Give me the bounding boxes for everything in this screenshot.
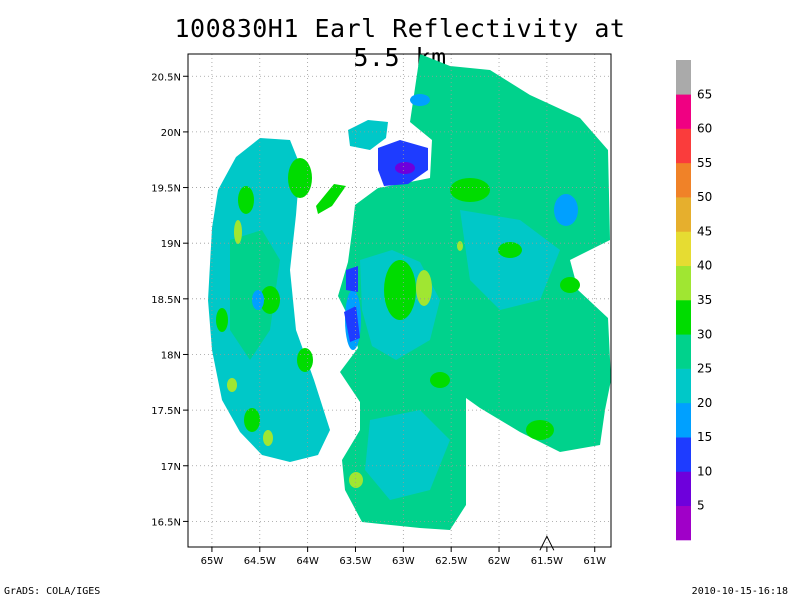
- colorbar-swatch-12: [676, 128, 691, 164]
- strong-echo-cell-12: [498, 242, 522, 258]
- strong-echo-cell-10: [244, 408, 260, 432]
- strong-echo-cell-6: [450, 178, 490, 202]
- strong-echo-cell-3: [216, 308, 228, 332]
- plot-axes: 65W 64.5W 64W 63.5W 63W 62.5W 62W 61.5W 61W 16.5N…: [151, 53, 612, 567]
- colorbar-label-45: 45: [697, 224, 712, 238]
- plot-frame: [187, 53, 612, 548]
- strong-echo-cell-7: [526, 420, 554, 440]
- x-tick-label-1: 65W: [201, 556, 224, 567]
- y-tick-label-4: 18N: [161, 350, 181, 361]
- colorbar-swatch-6: [676, 334, 691, 369]
- echo-region-core: [338, 54, 611, 530]
- reflectivity-field: [208, 54, 611, 530]
- colorbar-label-30: 30: [697, 327, 712, 341]
- colorbar-swatch-5: [676, 368, 691, 404]
- colorbar-swatch-9: [676, 231, 691, 267]
- colorbar-swatch-7: [676, 300, 691, 335]
- colorbar-swatch-1: [676, 505, 691, 541]
- x-tick-label-8: 61.5W: [531, 556, 563, 567]
- minimum-echo-area: [395, 162, 415, 174]
- colorbar-label-35: 35: [697, 293, 712, 307]
- strong-echo-cell-4: [260, 286, 280, 314]
- y-tick-label-2: 17N: [161, 462, 181, 473]
- peak-echo-cell-5: [457, 241, 463, 251]
- strong-echo-cell-8: [560, 277, 580, 293]
- peak-echo-cell-2: [234, 220, 242, 244]
- y-tick-label-1: 16.5N: [151, 517, 181, 528]
- colorbar-label-60: 60: [697, 122, 712, 136]
- gridlines: [188, 54, 611, 547]
- colorbar-label-50: 50: [697, 190, 712, 204]
- echo-region-north-fragment: [348, 120, 388, 150]
- x-tick-label-3: 64W: [296, 556, 319, 567]
- x-tick-label-9: 61W: [583, 556, 606, 567]
- y-tick-label-6: 19N: [161, 239, 181, 250]
- colorbar-swatch-11: [676, 162, 691, 198]
- weak-echo-area-4: [252, 290, 264, 310]
- echo-region-secondary: [460, 210, 560, 310]
- x-tick-label-4: 63.5W: [339, 556, 371, 567]
- colorbar-swatch-3: [676, 437, 691, 472]
- x-tick-label-7: 62W: [488, 556, 511, 567]
- y-tick-label-8: 20N: [161, 128, 181, 139]
- strong-echo-cell-5: [384, 260, 416, 320]
- y-tick-label-3: 17.5N: [151, 406, 181, 417]
- strong-echo-cell-11: [430, 372, 450, 388]
- x-tick-label-5: 63W: [392, 556, 415, 567]
- colorbar-swatch-2: [676, 471, 691, 507]
- echo-region-north-cell: [316, 184, 346, 214]
- peak-echo-cell-4: [227, 378, 237, 392]
- weakest-echo-area-eye-2: [344, 306, 360, 342]
- peak-echo-cell-1: [416, 270, 432, 306]
- colorbar-label-55: 55: [697, 156, 712, 170]
- peak-echo-cell-6: [263, 430, 273, 446]
- colorbar-swatch-8: [676, 265, 691, 301]
- footer-credit: GrADS: COLA/IGES: [4, 586, 101, 597]
- colorbar-swatch-10: [676, 197, 691, 232]
- colorbar: 5 10 15 20 25 30 35 40 45 50 55 60 65: [676, 60, 712, 541]
- colorbar-swatch-4: [676, 402, 691, 438]
- peak-echo-cell-3: [349, 472, 363, 488]
- x-tick-label-6: 62.5W: [435, 556, 467, 567]
- footer-timestamp: 2010-10-15-16:18: [691, 586, 788, 597]
- colorbar-swatch-14: [676, 60, 691, 95]
- colorbar-label-5: 5: [697, 499, 705, 513]
- colorbar-label-40: 40: [697, 259, 712, 273]
- y-tick-label-7: 19.5N: [151, 184, 181, 195]
- weak-echo-area-5: [410, 94, 430, 106]
- weak-echo-area-2: [554, 194, 578, 226]
- colorbar-label-15: 15: [697, 430, 712, 444]
- strong-echo-cell-1: [288, 158, 312, 198]
- strong-echo-cell-2: [238, 186, 254, 214]
- y-tick-label-9: 20.5N: [151, 72, 181, 83]
- colorbar-label-25: 25: [697, 362, 712, 376]
- y-tick-label-5: 18.5N: [151, 295, 181, 306]
- triangle-marker-icon: [539, 535, 555, 551]
- colorbar-label-65: 65: [697, 87, 712, 101]
- weakest-echo-area-eye-1: [346, 266, 358, 292]
- colorbar-swatch-13: [676, 94, 691, 129]
- echo-region-south: [365, 410, 450, 500]
- strong-echo-cell-9: [297, 348, 313, 372]
- x-tick-label-2: 64.5W: [244, 556, 276, 567]
- colorbar-label-20: 20: [697, 396, 712, 410]
- colorbar-label-10: 10: [697, 464, 712, 478]
- chart-title: 100830H1 Earl Reflectivity at 5.5 km: [174, 14, 626, 72]
